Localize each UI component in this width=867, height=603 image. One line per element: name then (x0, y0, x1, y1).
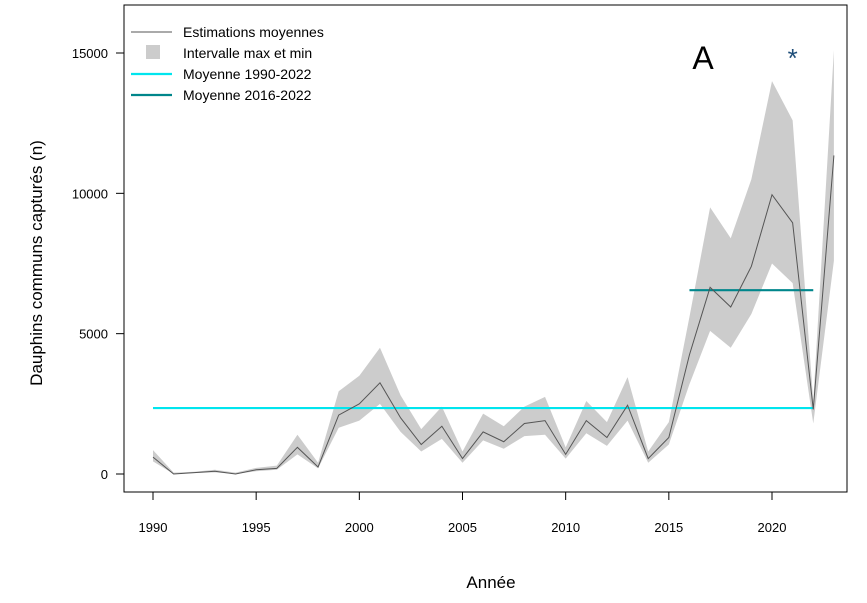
annotation-star-marker: * (788, 43, 798, 73)
interval-band (153, 50, 834, 475)
x-tick-label: 1990 (139, 520, 168, 535)
panel-label: A (692, 40, 714, 76)
legend-label: Intervalle max et min (183, 45, 312, 61)
legend-label: Estimations moyennes (183, 24, 324, 40)
x-tick-label: 2010 (551, 520, 580, 535)
y-tick-label: 5000 (79, 327, 108, 342)
axes: 1990 1995 2000 2005 2010 2015 2020 0 5000 10000 15… (72, 4, 848, 535)
x-tick-label: 2020 (758, 520, 787, 535)
mean-lines-layer (153, 289, 814, 410)
legend-label: Moyenne 2016-2022 (183, 87, 312, 103)
interval-band-layer (153, 50, 834, 475)
y-tick-label: 15000 (72, 46, 108, 61)
x-tick-label: 1995 (242, 520, 271, 535)
y-axis-title: Dauphins communs capturés (n) (27, 140, 46, 386)
x-tick-label: 2015 (654, 520, 683, 535)
mean-estimate-line (152, 155, 835, 475)
legend-swatch-box (146, 45, 160, 59)
legend: Estimations moyennes Intervalle max et mi… (131, 24, 324, 103)
x-tick-label: 2000 (345, 520, 374, 535)
x-tick-label: 2005 (448, 520, 477, 535)
mean-series-layer (152, 155, 835, 475)
legend-label: Moyenne 1990-2022 (183, 66, 312, 82)
y-tick-label: 10000 (72, 186, 108, 201)
y-tick-label: 0 (101, 467, 108, 482)
plot-frame (123, 4, 848, 493)
x-axis-title: Année (466, 573, 515, 592)
